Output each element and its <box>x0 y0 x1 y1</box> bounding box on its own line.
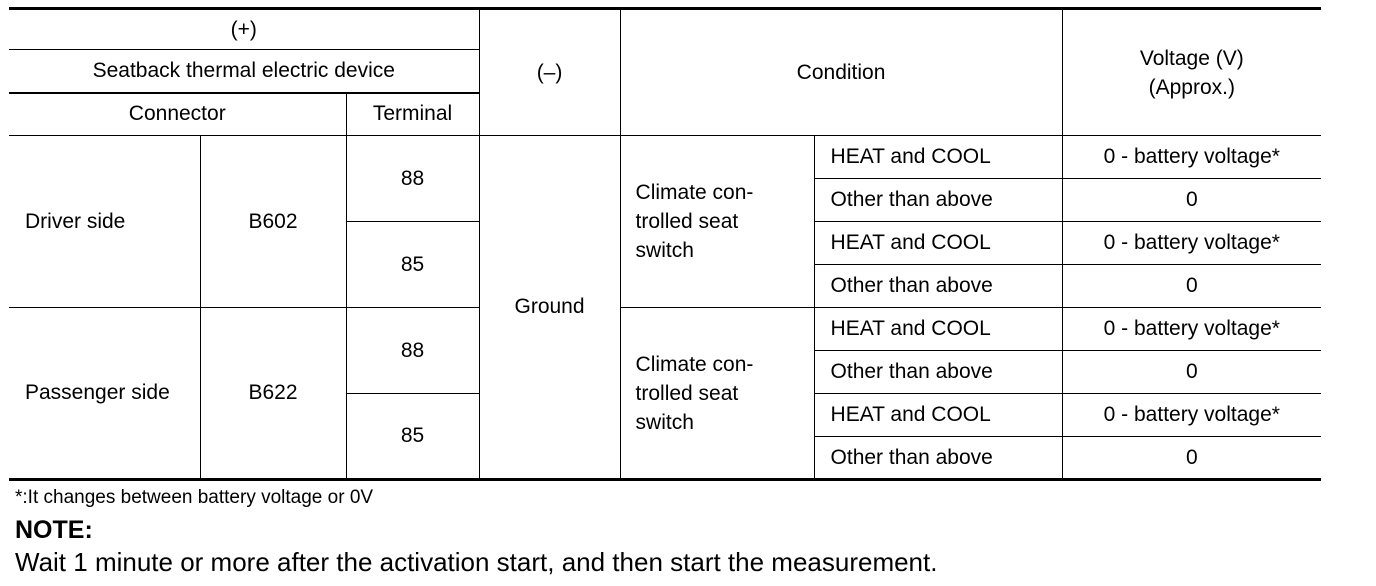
condition-value: Other than above <box>814 436 1063 480</box>
side-label: Passenger side <box>9 307 201 480</box>
table-row: Passenger side B622 88 Climate con- trol… <box>9 307 1322 480</box>
switch-label-line: Climate con- <box>635 181 754 204</box>
note-title: NOTE: <box>15 516 93 544</box>
connector-header: Connector <box>9 92 347 136</box>
voltage-value: 0 - battery voltage* <box>1061 221 1322 265</box>
condition-value: Other than above <box>814 350 1063 394</box>
footnote: *:It changes between battery voltage or … <box>15 487 374 508</box>
table-row: Other than above 0 <box>9 436 1322 480</box>
voltage-value: 0 <box>1061 264 1322 308</box>
switch-label-line: switch <box>635 410 694 434</box>
condition-value: HEAT and COOL <box>813 393 1063 437</box>
voltage-value: 0 <box>1061 178 1322 222</box>
table-row: Other than above 0 <box>9 350 1322 394</box>
minus-header: (–) <box>478 8 621 136</box>
switch-label-line: trolled seat <box>635 210 739 233</box>
switch-label: Climate con- trolled seat switch <box>619 307 815 480</box>
table-row: 85 HEAT and COOL 0 - battery voltage* <box>9 221 1322 308</box>
terminal-voltage-table: (+) (–) Condition Voltage (V) (Approx.) … <box>9 7 1322 481</box>
voltage-value: 0 - battery voltage* <box>1061 135 1322 179</box>
voltage-value: 0 <box>1061 436 1322 480</box>
voltage-value: 0 - battery voltage* <box>1061 307 1322 351</box>
table-row: Other than above 0 <box>9 264 1322 308</box>
note-text: Wait 1 minute or more after the activati… <box>15 547 938 577</box>
condition-header: Condition <box>619 8 1063 136</box>
ground-value: Ground <box>478 135 621 480</box>
voltage-header-line1: Voltage (V) <box>1139 46 1244 70</box>
switch-label: Climate con- trolled seat switch <box>619 135 815 308</box>
condition-value: HEAT and COOL <box>813 221 1063 265</box>
side-label: Driver side <box>9 135 201 308</box>
connector-value: B602 <box>199 135 347 308</box>
condition-value: HEAT and COOL <box>813 307 1063 351</box>
terminal-value: 85 <box>346 393 480 480</box>
voltage-header: Voltage (V) (Approx.) <box>1061 8 1322 136</box>
device-header: Seatback thermal electric device <box>9 49 480 94</box>
connector-value: B622 <box>199 307 347 480</box>
switch-label-line: switch <box>635 239 694 262</box>
table-row: 85 HEAT and COOL 0 - battery voltage* <box>9 393 1322 480</box>
plus-header: (+) <box>9 8 480 50</box>
switch-label-line: trolled seat <box>635 381 739 405</box>
voltage-value: 0 - battery voltage* <box>1061 393 1322 437</box>
voltage-header-line2: (Approx.) <box>1148 75 1235 99</box>
condition-value: Other than above <box>814 264 1063 308</box>
table-row: Other than above 0 <box>9 178 1322 222</box>
switch-label-line: Climate con- <box>635 352 754 376</box>
condition-value: Other than above <box>814 178 1063 222</box>
terminal-header: Terminal <box>345 92 480 136</box>
terminal-value: 88 <box>345 135 480 222</box>
table-row: Driver side B602 88 Ground Climate con- … <box>9 135 1322 480</box>
terminal-value: 88 <box>345 307 480 394</box>
voltage-value: 0 <box>1061 350 1322 394</box>
terminal-value: 85 <box>346 221 480 308</box>
condition-value: HEAT and COOL <box>813 135 1063 179</box>
